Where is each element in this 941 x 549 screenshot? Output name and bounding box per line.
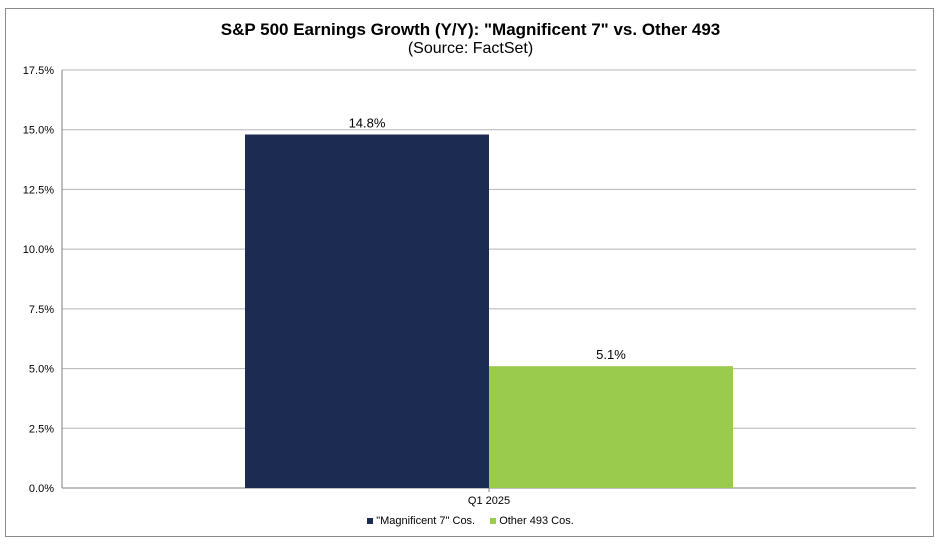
legend-item-other-493: Other 493 Cos. [490, 515, 574, 527]
y-tick-label: 5.0% [29, 364, 54, 376]
legend-label-magnificent-7: "Magnificent 7" Cos. [376, 515, 476, 527]
legend-label-other-493: Other 493 Cos. [499, 515, 574, 527]
legend-swatch-other-493 [490, 518, 497, 524]
chart-subtitle: (Source: FactSet) [407, 40, 534, 57]
y-tick-label: 7.5% [29, 304, 54, 316]
y-tick-label: 2.5% [29, 423, 54, 435]
x-tick-label: Q1 2025 [468, 495, 510, 507]
chart-title: S&P 500 Earnings Growth (Y/Y): "Magnific… [220, 20, 721, 39]
y-tick-label: 12.5% [23, 184, 54, 196]
bar-other-493 [489, 366, 733, 488]
y-tick-label: 10.0% [23, 244, 54, 256]
legend-swatch-magnificent-7 [367, 518, 374, 524]
legend-item-magnificent-7: "Magnificent 7" Cos. [367, 515, 475, 527]
data-label: 14.8% [349, 115, 386, 130]
bar-magnificent-7 [245, 134, 489, 488]
chart-legend: "Magnificent 7" Cos. Other 493 Cos. [0, 515, 941, 527]
y-tick-label: 15.0% [23, 125, 54, 137]
y-tick-label: 0.0% [29, 483, 54, 495]
data-label: 5.1% [596, 347, 626, 362]
y-tick-label: 17.5% [23, 65, 54, 77]
